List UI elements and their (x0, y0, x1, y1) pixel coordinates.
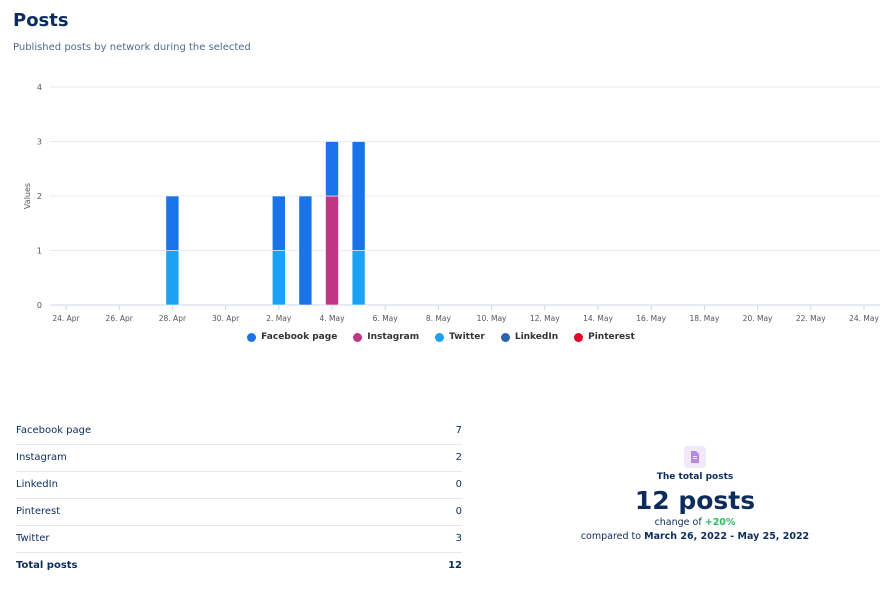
legend-dot-icon (247, 332, 257, 342)
x-tick-label: 2. May (266, 314, 292, 323)
y-axis-label: Values (23, 183, 32, 209)
row-label: LinkedIn (16, 479, 58, 490)
page-title: Posts (13, 10, 69, 31)
legend-item-facebook-page[interactable]: Facebook page (247, 332, 337, 342)
total-label: Total posts (16, 560, 78, 571)
table-row-total: Total posts 12 (16, 553, 462, 579)
row-label: Twitter (16, 533, 50, 544)
x-tick-label: 4. May (319, 314, 345, 323)
legend-item-linkedin[interactable]: LinkedIn (500, 332, 559, 342)
bar-twitter (271, 250, 286, 306)
posts-bar-chart: 0 1 2 3 4 Values 24. Apr 26. Apr 28. Apr 30. Apr 2… (23, 83, 880, 323)
x-tick-label: 14. May (583, 314, 613, 323)
row-value: 3 (455, 533, 462, 544)
legend-dot-icon (574, 332, 584, 342)
legend-dot-icon (500, 332, 510, 342)
table-row: Pinterest 0 (16, 499, 462, 526)
x-tick-label: 12. May (530, 314, 560, 323)
bar-twitter (165, 250, 180, 306)
y-tick-label: 1 (37, 247, 42, 256)
legend-dot-icon (435, 332, 445, 342)
legend-item-twitter[interactable]: Twitter (435, 332, 485, 342)
legend-label: LinkedIn (514, 332, 559, 342)
compare-prefix: compared to (580, 531, 645, 542)
row-label: Facebook page (16, 425, 92, 436)
bar-facebook-page (271, 195, 286, 251)
x-tick-label: 26. Apr (106, 314, 134, 323)
row-value: 0 (455, 479, 462, 490)
row-label: Pinterest (16, 506, 61, 517)
row-value: 2 (455, 452, 462, 463)
table-row: Instagram 2 (16, 445, 462, 472)
x-tick-label: 18. May (689, 314, 719, 323)
bar-facebook-page (325, 141, 339, 197)
legend-item-instagram[interactable]: Instagram (353, 332, 419, 342)
x-tick-label: 30. Apr (212, 314, 240, 323)
y-tick-label: 3 (37, 138, 42, 147)
x-tick-label: 16. May (636, 314, 666, 323)
posts-by-network-table: Facebook page 7 Instagram 2 LinkedIn 0 Pintere… (16, 418, 462, 579)
bar-facebook-page (165, 195, 180, 251)
bar-instagram (325, 195, 339, 306)
x-tick-label: 28. Apr (159, 314, 187, 323)
legend-item-pinterest[interactable]: Pinterest (574, 332, 635, 342)
chart-legend: Facebook page Instagram Twitter LinkedIn Pin… (0, 332, 882, 342)
legend-label: Instagram (367, 332, 420, 342)
legend-dot-icon (353, 332, 363, 342)
summary-value: 12 posts (634, 486, 756, 515)
bar-twitter (351, 250, 366, 306)
bar-facebook-page (298, 195, 313, 306)
x-tick-label: 24. May (849, 314, 879, 323)
change-prefix: change of (654, 517, 705, 528)
table-row: LinkedIn 0 (16, 472, 462, 499)
summary-label: The total posts (656, 472, 734, 482)
table-row: Twitter 3 (16, 526, 462, 553)
legend-label: Pinterest (588, 332, 635, 342)
summary-change: change of +20% (555, 517, 835, 528)
bar-facebook-page (351, 141, 366, 251)
legend-label: Facebook page (261, 332, 338, 342)
y-tick-label: 0 (37, 301, 42, 310)
change-value: +20% (704, 517, 736, 528)
row-label: Instagram (16, 452, 67, 463)
compare-range: March 26, 2022 - May 25, 2022 (644, 531, 810, 542)
x-tick-label: 22. May (796, 314, 826, 323)
x-tick-label: 10. May (477, 314, 507, 323)
x-tick-label: 24. Apr (52, 314, 80, 323)
y-tick-label: 2 (37, 192, 42, 201)
row-value: 7 (455, 425, 462, 436)
page-subtitle: Published posts by network during the se… (13, 42, 251, 53)
y-tick-label: 4 (37, 83, 42, 92)
table-row: Facebook page 7 (16, 418, 462, 445)
summary-compare: compared to March 26, 2022 - May 25, 202… (555, 531, 835, 542)
x-tick-label: 6. May (373, 314, 399, 323)
x-tick-label: 20. May (743, 314, 773, 323)
x-tick-label: 8. May (426, 314, 452, 323)
total-value: 12 (448, 560, 462, 571)
document-icon (684, 446, 706, 468)
row-value: 0 (455, 506, 462, 517)
legend-label: Twitter (449, 332, 485, 342)
total-posts-summary: The total posts 12 posts change of +20% … (555, 446, 835, 542)
